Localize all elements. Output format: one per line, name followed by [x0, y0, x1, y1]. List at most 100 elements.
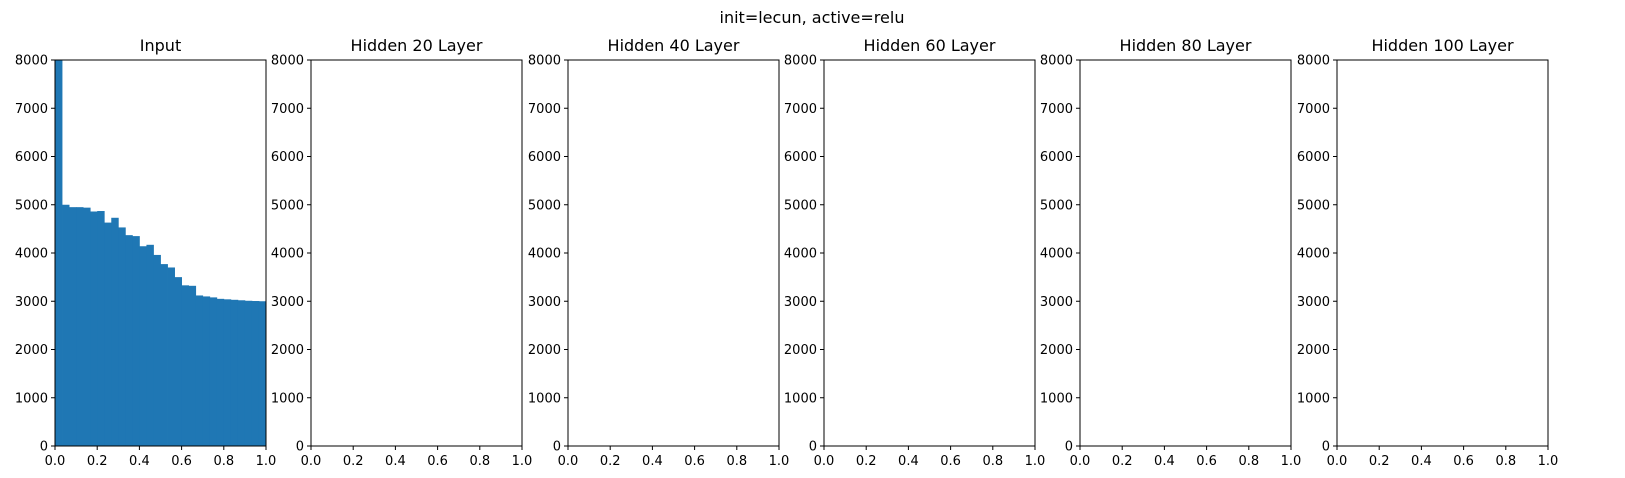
y-tick-label: 3000 — [1040, 295, 1073, 310]
histogram-panel: Hidden 100 Layer 0 1000 2000 3000 4000 5000 600… — [1297, 36, 1558, 469]
y-tick-label: 2000 — [784, 343, 817, 358]
x-tick-label: 0.8 — [1238, 454, 1259, 469]
y-tick-label: 6000 — [1297, 150, 1330, 165]
histogram-bar — [230, 299, 239, 446]
x-tick-label: 0.6 — [940, 454, 961, 469]
x-tick-label: 0.4 — [898, 454, 919, 469]
y-tick-label: 5000 — [528, 198, 561, 213]
histogram-panel: Hidden 20 Layer 0 1000 2000 3000 4000 5000 6000… — [271, 36, 532, 469]
y-tick-label: 0 — [1322, 440, 1330, 455]
axes-frame — [1336, 59, 1549, 447]
histogram-bar — [188, 285, 197, 446]
x-tick-label: 0.8 — [982, 454, 1003, 469]
y-tick-label: 1000 — [528, 391, 561, 406]
y-tick-label: 5000 — [271, 198, 304, 213]
y-tick-label: 7000 — [1297, 102, 1330, 117]
x-tick-label: 1.0 — [1281, 454, 1302, 469]
x-tick-label: 0.4 — [1154, 454, 1175, 469]
x-tick-label: 0.8 — [726, 454, 747, 469]
histogram-bar — [167, 267, 175, 446]
y-tick-label: 4000 — [784, 247, 817, 262]
y-tick-label: 6000 — [271, 150, 304, 165]
y-tick-label: 1000 — [784, 391, 817, 406]
histogram-bar — [160, 264, 168, 446]
y-tick-label: 7000 — [784, 102, 817, 117]
y-tick-label: 2000 — [15, 343, 48, 358]
y-tick-label: 5000 — [784, 198, 817, 213]
histogram-bar — [195, 295, 204, 446]
y-tick-label: 8000 — [271, 54, 304, 69]
figure-suptitle: init=lecun, active=relu — [720, 8, 905, 27]
histogram-bar — [104, 222, 112, 446]
panel-title: Hidden 60 Layer — [864, 36, 996, 55]
x-tick-label: 0.0 — [1327, 454, 1348, 469]
y-tick-label: 8000 — [1297, 54, 1330, 69]
x-tick-label: 0.0 — [558, 454, 579, 469]
histogram-bar — [62, 204, 70, 446]
histogram-bar — [125, 235, 133, 446]
histogram-bar — [202, 296, 211, 446]
histogram-bar — [83, 207, 91, 446]
y-tick-label: 3000 — [528, 295, 561, 310]
histogram-bar — [111, 217, 119, 446]
histogram-bar — [139, 246, 147, 446]
y-tick-label: 8000 — [528, 54, 561, 69]
x-tick-label: 0.2 — [1369, 454, 1390, 469]
histogram-bar — [55, 60, 63, 446]
x-tick-label: 0.4 — [129, 454, 150, 469]
histogram-bar — [146, 244, 154, 446]
x-tick-label: 0.0 — [814, 454, 835, 469]
x-tick-label: 1.0 — [1025, 454, 1046, 469]
x-tick-label: 0.6 — [1453, 454, 1474, 469]
histogram-bar — [76, 207, 84, 446]
y-tick-label: 4000 — [271, 247, 304, 262]
histogram-bar — [97, 211, 105, 446]
histogram-bar — [258, 301, 267, 446]
x-tick-label: 0.0 — [45, 454, 66, 469]
x-tick-label: 0.4 — [1411, 454, 1432, 469]
x-tick-label: 0.6 — [427, 454, 448, 469]
y-tick-label: 7000 — [271, 102, 304, 117]
panel-title: Input — [140, 36, 181, 55]
histogram-bar — [132, 236, 140, 446]
histogram-bar — [244, 300, 253, 446]
y-tick-label: 8000 — [15, 54, 48, 69]
y-tick-label: 3000 — [784, 295, 817, 310]
histogram-bar — [153, 254, 161, 446]
histogram-bar — [251, 301, 260, 446]
histogram-panel: Input 0 1000 2000 3000 4000 5000 6000 7000 8000 0.… — [15, 36, 276, 469]
y-tick-label: 1000 — [271, 391, 304, 406]
y-tick-label: 5000 — [15, 198, 48, 213]
y-tick-label: 7000 — [528, 102, 561, 117]
y-tick-label: 0 — [809, 440, 817, 455]
x-tick-label: 0.8 — [469, 454, 490, 469]
y-tick-label: 4000 — [1040, 247, 1073, 262]
y-tick-label: 0 — [1065, 440, 1073, 455]
y-tick-label: 6000 — [15, 150, 48, 165]
x-tick-label: 0.0 — [1070, 454, 1091, 469]
x-tick-label: 0.6 — [684, 454, 705, 469]
histogram-bar — [174, 277, 182, 447]
y-tick-label: 3000 — [271, 295, 304, 310]
histogram-bar — [237, 300, 246, 446]
panel-title: Hidden 20 Layer — [351, 36, 483, 55]
histogram-bar — [181, 285, 190, 446]
y-tick-label: 2000 — [1040, 343, 1073, 358]
y-tick-label: 6000 — [528, 150, 561, 165]
histogram-panel: Hidden 80 Layer 0 1000 2000 3000 4000 5000 6000… — [1040, 36, 1301, 469]
axes-frame — [310, 59, 523, 447]
y-tick-label: 8000 — [1040, 54, 1073, 69]
y-tick-label: 6000 — [1040, 150, 1073, 165]
x-tick-label: 0.6 — [1196, 454, 1217, 469]
x-tick-label: 0.0 — [301, 454, 322, 469]
y-tick-label: 0 — [296, 440, 304, 455]
axes-frame — [1079, 59, 1292, 447]
y-tick-label: 0 — [553, 440, 561, 455]
histogram-bar — [118, 227, 126, 446]
y-tick-label: 2000 — [528, 343, 561, 358]
panel-title: Hidden 100 Layer — [1371, 36, 1514, 55]
y-tick-label: 0 — [40, 440, 48, 455]
y-tick-label: 8000 — [784, 54, 817, 69]
x-tick-label: 1.0 — [769, 454, 790, 469]
